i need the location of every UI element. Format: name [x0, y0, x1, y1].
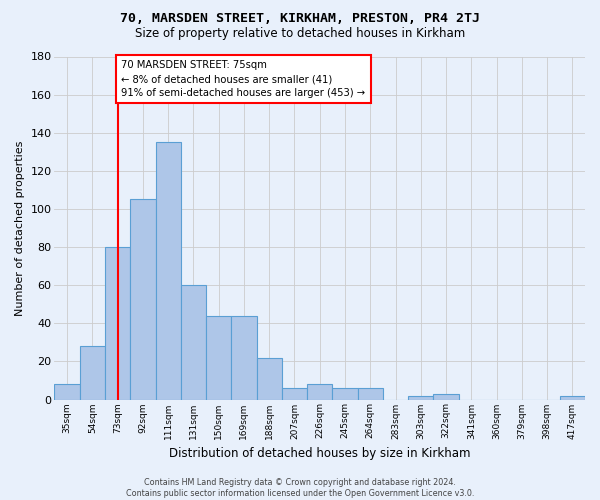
Bar	[80, 346, 105, 400]
Bar	[130, 200, 155, 400]
Bar	[307, 384, 332, 400]
Text: Contains HM Land Registry data © Crown copyright and database right 2024.
Contai: Contains HM Land Registry data © Crown c…	[126, 478, 474, 498]
Bar	[206, 316, 232, 400]
Bar	[155, 142, 181, 400]
Bar	[358, 388, 383, 400]
Bar	[181, 285, 206, 400]
Bar	[257, 358, 282, 400]
Text: 70, MARSDEN STREET, KIRKHAM, PRESTON, PR4 2TJ: 70, MARSDEN STREET, KIRKHAM, PRESTON, PR…	[120, 12, 480, 26]
Bar	[433, 394, 458, 400]
Bar	[332, 388, 358, 400]
Text: 70 MARSDEN STREET: 75sqm
← 8% of detached houses are smaller (41)
91% of semi-de: 70 MARSDEN STREET: 75sqm ← 8% of detache…	[121, 60, 365, 98]
Text: Size of property relative to detached houses in Kirkham: Size of property relative to detached ho…	[135, 28, 465, 40]
Bar	[105, 247, 130, 400]
X-axis label: Distribution of detached houses by size in Kirkham: Distribution of detached houses by size …	[169, 447, 470, 460]
Bar	[560, 396, 585, 400]
Y-axis label: Number of detached properties: Number of detached properties	[15, 140, 25, 316]
Bar	[282, 388, 307, 400]
Bar	[408, 396, 433, 400]
Bar	[55, 384, 80, 400]
Bar	[232, 316, 257, 400]
